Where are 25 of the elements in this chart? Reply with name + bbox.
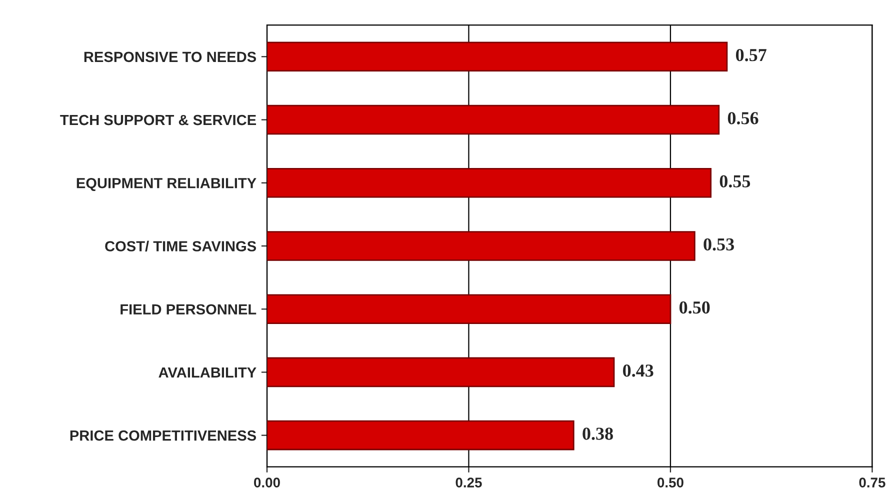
bar	[267, 357, 615, 388]
data-label: 0.43	[623, 364, 654, 377]
data-label: 0.50	[679, 301, 710, 314]
x-tick-label: 0.75	[859, 478, 886, 488]
x-tick-label: 0.50	[658, 478, 684, 488]
y-tick-label: FIELD PERSONNEL	[120, 304, 256, 315]
y-tick-label: COST/ TIME SAVINGS	[105, 240, 256, 252]
bar	[267, 420, 574, 450]
bar	[267, 104, 720, 135]
y-tick-label: TECH SUPPORT & SERVICE	[60, 114, 256, 126]
bar	[267, 294, 672, 324]
data-label: 0.55	[720, 175, 750, 188]
y-tick-label: EQUIPMENT RELIABILITY	[76, 178, 256, 192]
x-tick-label: 0.00	[254, 478, 280, 488]
bar	[267, 168, 712, 198]
x-tick-label: 0.25	[456, 478, 482, 488]
bar	[267, 231, 696, 261]
data-label: 0.53	[704, 238, 734, 251]
data-label: 0.57	[736, 48, 766, 62]
bar	[267, 42, 728, 72]
data-label: 0.56	[728, 112, 758, 124]
y-tick-label: RESPONSIVE TO NEEDS	[84, 52, 256, 62]
data-label: 0.38	[582, 428, 613, 440]
y-tick-label: PRICE COMPETITIVENESS	[70, 430, 256, 441]
y-tick-label: AVAILABILITY	[158, 367, 256, 378]
